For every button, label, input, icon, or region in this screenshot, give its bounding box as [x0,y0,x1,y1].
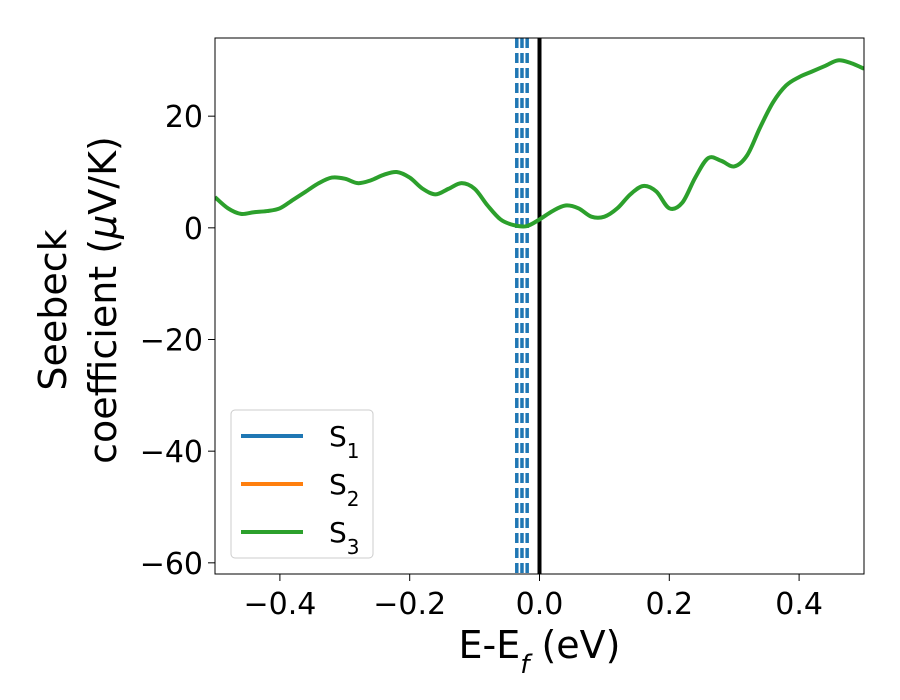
y-tick-label: −60 [140,547,203,582]
series-line-0 [215,58,864,229]
x-tick-label: −0.4 [243,587,316,622]
y-tick-label: −40 [140,435,203,470]
y-tick-label: 0 [184,212,203,247]
y-axis-label: Seebeck coefficient (μV/K) [31,136,125,464]
lines-layer [215,38,864,574]
y-tick-label: −20 [140,324,203,359]
legend-label-3: S3 [329,516,360,559]
x-axis-label: E-Ef (eV) [459,623,621,680]
svg-text:coefficient (μV/K): coefficient (μV/K) [81,136,125,464]
x-tick-label: 0.0 [516,587,564,622]
y-tick-label: 20 [165,100,203,135]
x-tick-label: −0.2 [373,587,446,622]
ticks-layer: −0.4 −0.2 0.0 0.2 0.4 20 0 −20 −40 −60 [140,100,823,622]
legend-label-2: S2 [329,468,360,511]
x-tick-label: 0.4 [775,587,823,622]
x-tick-label: 0.2 [645,587,693,622]
legend: S1 S2 S3 [230,409,374,559]
svg-text:Seebeck: Seebeck [31,229,75,390]
legend-label-1: S1 [329,420,360,463]
